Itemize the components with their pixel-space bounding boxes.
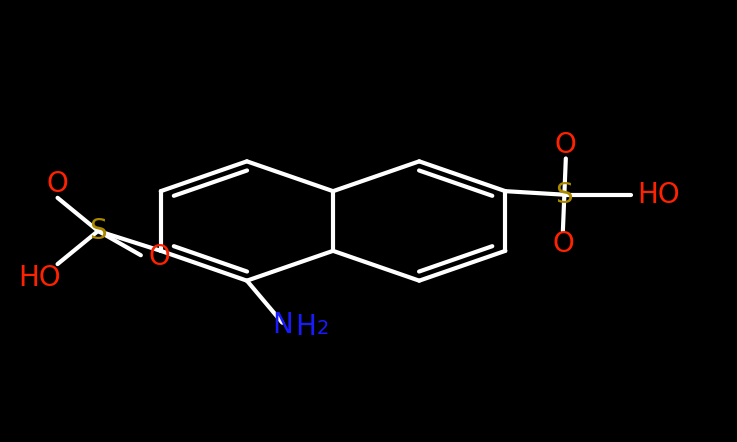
Text: O: O	[555, 131, 576, 159]
Text: H: H	[296, 313, 316, 341]
Text: 2: 2	[316, 320, 329, 338]
Text: HO: HO	[638, 181, 680, 209]
Text: N: N	[272, 311, 293, 339]
Text: HO: HO	[18, 264, 60, 292]
Text: O: O	[552, 230, 573, 258]
Text: S: S	[89, 217, 107, 245]
Text: O: O	[46, 170, 69, 198]
Text: O: O	[148, 244, 170, 271]
Text: S: S	[556, 181, 573, 209]
